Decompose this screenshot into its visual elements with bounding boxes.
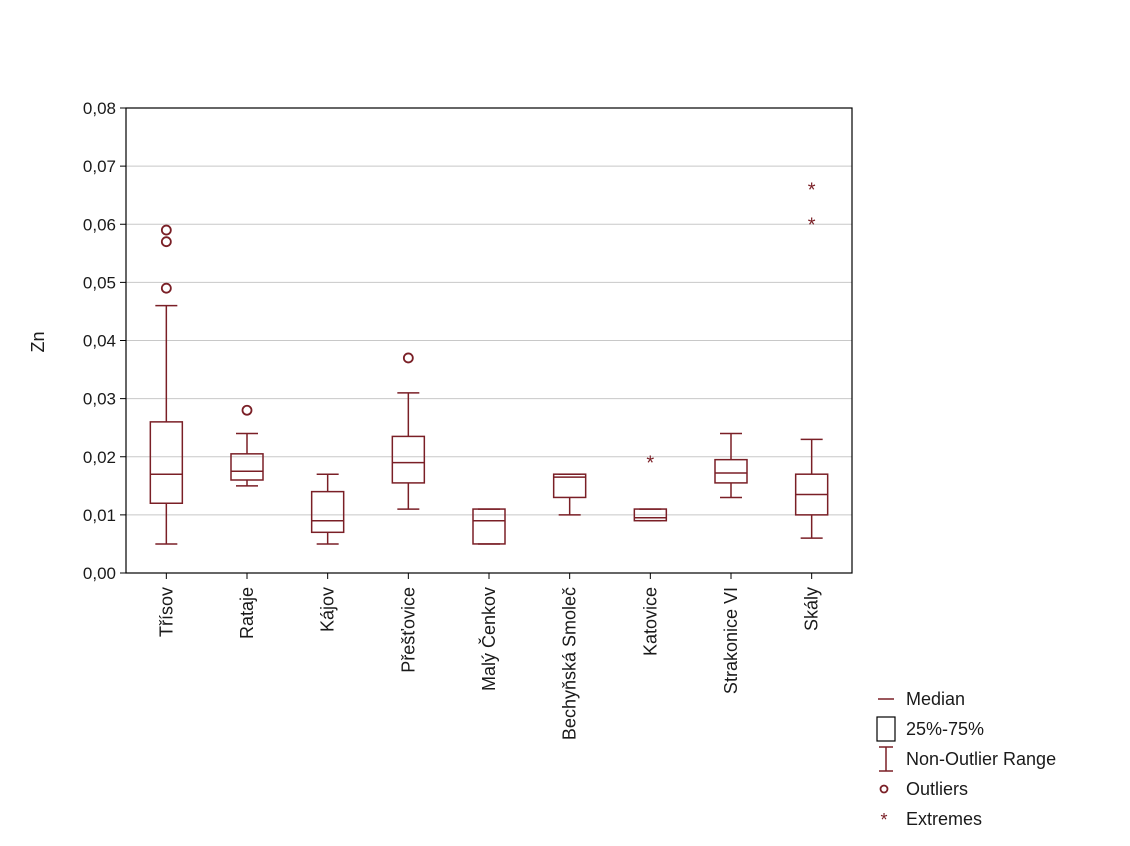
box-group <box>552 473 587 516</box>
x-category-label: Malý Čenkov <box>478 587 499 691</box>
y-tick-label: 0,06 <box>83 215 116 234</box>
legend-symbol-whisker <box>879 746 893 772</box>
y-tick-label: 0,03 <box>83 390 116 409</box>
iqr-box <box>714 458 748 484</box>
grid-layer <box>126 165 852 516</box>
legend-label: Outliers <box>906 779 968 799</box>
legend-symbol-box <box>876 716 896 742</box>
legend: Median 25%-75% Non-Outlier Range Outliers * E… <box>876 689 1056 830</box>
iqr-box <box>310 490 345 534</box>
x-ticks: Třísov Rataje Kájov Přešťovice Malý Čenkov Be… <box>156 573 822 740</box>
legend-label: Extremes <box>906 809 982 829</box>
y-tick-label: 0,02 <box>83 448 116 467</box>
iqr-box <box>552 473 587 499</box>
box-group <box>714 432 748 499</box>
iqr-box <box>149 421 184 504</box>
x-category-label: Třísov <box>156 587 176 637</box>
legend-extreme-icon: * <box>880 810 887 830</box>
x-category-label: Rataje <box>237 587 257 639</box>
outlier-point <box>160 236 172 248</box>
box-group <box>230 404 264 487</box>
box-group <box>472 508 506 545</box>
y-tick-label: 0,05 <box>83 273 116 292</box>
y-tick-label: 0,00 <box>83 564 116 583</box>
y-ticks: 0,00 0,01 0,02 0,03 0,04 0,05 0,06 0,07 0,08 <box>83 99 126 583</box>
y-axis-label: Zn <box>28 331 48 352</box>
box-group <box>391 352 426 510</box>
iqr-box <box>391 435 426 484</box>
iqr-box <box>472 508 506 545</box>
iqr-box <box>230 453 264 481</box>
x-category-label: Skály <box>802 587 822 631</box>
box-group <box>149 224 184 545</box>
legend-box-icon <box>876 716 896 742</box>
x-category-label: Přešťovice <box>398 587 418 673</box>
extreme-point: * <box>646 453 654 475</box>
legend-label: Non-Outlier Range <box>906 749 1056 769</box>
extreme-point: * <box>808 214 816 236</box>
y-tick-label: 0,07 <box>83 157 116 176</box>
x-category-label: Katovice <box>640 587 660 656</box>
box-group <box>310 473 345 545</box>
outlier-point <box>402 352 414 364</box>
outlier-point <box>160 282 172 294</box>
y-tick-label: 0,04 <box>83 332 116 351</box>
y-tick-label: 0,08 <box>83 99 116 118</box>
boxes-layer: *** <box>149 179 829 545</box>
legend-symbol-outlier <box>879 784 889 794</box>
legend-label: Median <box>906 689 965 709</box>
y-tick-label: 0,01 <box>83 506 116 525</box>
outlier-point <box>160 224 172 236</box>
legend-symbol-extreme: * <box>880 810 887 830</box>
extreme-point: * <box>808 179 816 201</box>
box-group: ** <box>794 179 829 539</box>
x-category-label: Strakonice VI <box>721 587 741 694</box>
box-group: * <box>633 453 668 522</box>
x-category-label: Kájov <box>318 587 338 632</box>
legend-outlier-icon <box>879 784 889 794</box>
iqr-box <box>633 508 668 522</box>
x-category-label: Bechyňská Smoleč <box>560 587 580 740</box>
outlier-point <box>241 404 253 416</box>
legend-label: 25%-75% <box>906 719 984 739</box>
